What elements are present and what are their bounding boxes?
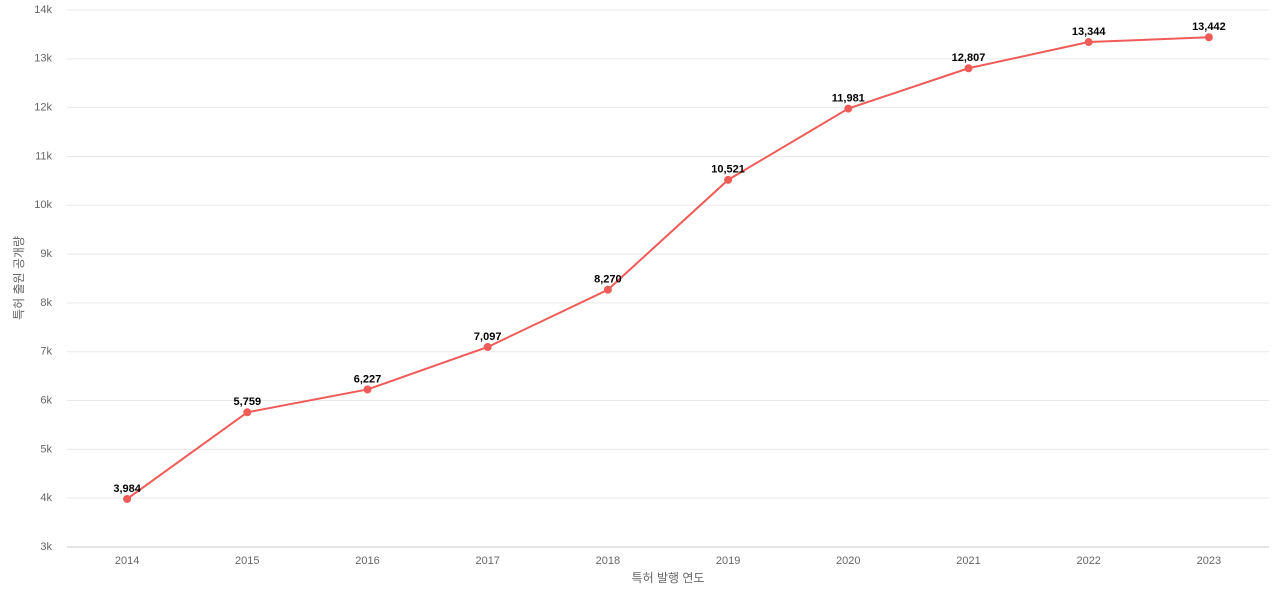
y-tick-label: 10k [34,199,52,211]
x-tick-label: 2014 [115,555,139,567]
x-tick-label: 2021 [956,555,980,567]
value-label: 3,984 [113,483,141,495]
point [724,175,733,184]
value-label: 13,344 [1072,26,1107,38]
value-label: 5,759 [234,396,262,408]
x-tick-label: 2018 [596,555,620,567]
point [1204,33,1213,42]
y-tick-label: 3k [40,541,52,553]
value-label: 6,227 [354,373,382,385]
y-tick-label: 7k [40,346,52,358]
y-tick-label: 12k [34,102,52,114]
value-label: 8,270 [594,274,622,286]
y-tick-label: 6k [40,394,52,406]
x-tick-label: 2023 [1197,555,1221,567]
point [123,494,132,503]
value-label: 10,521 [711,164,745,176]
value-label: 11,981 [832,92,865,104]
point [483,342,492,351]
x-tick-label: 2015 [235,555,259,567]
value-label: 13,442 [1192,21,1226,33]
point [603,285,612,294]
x-tick-label: 2022 [1076,555,1100,567]
x-tick-label: 2020 [836,555,860,567]
value-label: 7,097 [474,331,502,343]
x-tick-label: 2017 [475,555,499,567]
y-tick-label: 11k [35,150,52,162]
y-tick-label: 13k [34,53,52,65]
y-tick-label: 5k [40,443,52,455]
point [844,104,853,113]
x-axis-title: 특허 발행 연도 [632,570,705,585]
line [126,36,1209,500]
y-tick-label: 14k [34,4,52,16]
point [1084,38,1093,47]
x-tick-label: 2019 [716,555,740,567]
point [363,385,372,394]
x-tick-label: 2016 [355,555,379,567]
y-tick-label: 9k [40,248,52,260]
y-tick-label: 4k [40,492,52,504]
y-axis-title: 특허 출원 공개량 [12,236,26,320]
value-label: 12,807 [952,52,986,64]
point [964,64,973,73]
point [243,408,252,417]
y-tick-label: 8k [40,297,52,309]
